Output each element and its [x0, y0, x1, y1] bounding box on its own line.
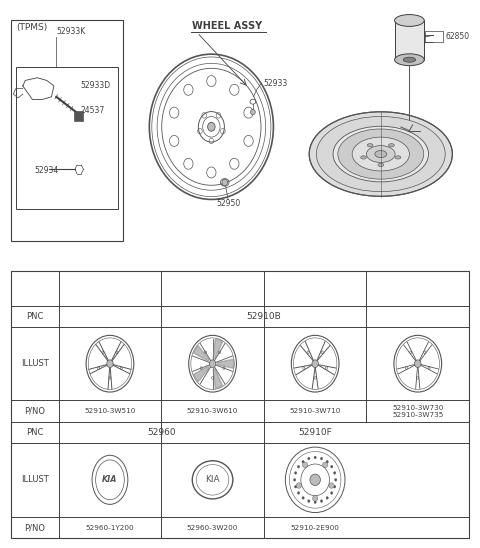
- Text: P/NO: P/NO: [24, 523, 45, 532]
- Text: 52910-3W510: 52910-3W510: [84, 408, 136, 414]
- Polygon shape: [213, 369, 223, 389]
- Ellipse shape: [331, 465, 333, 468]
- Ellipse shape: [316, 116, 445, 192]
- Ellipse shape: [302, 496, 304, 499]
- Text: 52910-3W730
52910-3W735: 52910-3W730 52910-3W735: [392, 404, 444, 418]
- Ellipse shape: [366, 146, 395, 163]
- Ellipse shape: [312, 360, 318, 368]
- Text: 52960-1Y200: 52960-1Y200: [85, 524, 134, 530]
- Polygon shape: [193, 366, 209, 382]
- Ellipse shape: [302, 462, 308, 467]
- Ellipse shape: [209, 360, 216, 368]
- Ellipse shape: [320, 500, 323, 503]
- Text: 52910B: 52910B: [247, 312, 281, 321]
- Ellipse shape: [395, 156, 401, 159]
- Text: 52934: 52934: [35, 166, 59, 175]
- FancyBboxPatch shape: [11, 271, 469, 539]
- Text: PNC: PNC: [26, 312, 44, 321]
- Ellipse shape: [334, 486, 336, 488]
- Ellipse shape: [314, 456, 316, 459]
- Ellipse shape: [294, 486, 297, 488]
- Ellipse shape: [360, 156, 366, 159]
- Text: P/NO: P/NO: [24, 407, 45, 416]
- FancyBboxPatch shape: [11, 20, 123, 241]
- Ellipse shape: [395, 15, 424, 26]
- Text: 52910-3W610: 52910-3W610: [187, 408, 238, 414]
- Ellipse shape: [403, 57, 416, 62]
- Ellipse shape: [308, 457, 310, 460]
- Ellipse shape: [335, 478, 337, 481]
- Ellipse shape: [312, 495, 318, 501]
- Ellipse shape: [395, 54, 424, 66]
- Ellipse shape: [107, 360, 113, 368]
- Ellipse shape: [294, 471, 297, 474]
- Ellipse shape: [399, 124, 420, 136]
- Text: KIA: KIA: [205, 475, 220, 484]
- Ellipse shape: [331, 492, 333, 494]
- Text: 62850: 62850: [445, 32, 469, 41]
- Text: 52933D: 52933D: [80, 82, 110, 90]
- Polygon shape: [193, 346, 209, 361]
- Ellipse shape: [329, 483, 334, 488]
- FancyBboxPatch shape: [395, 20, 424, 60]
- Ellipse shape: [326, 496, 328, 499]
- Ellipse shape: [338, 129, 424, 179]
- Polygon shape: [217, 359, 234, 368]
- Ellipse shape: [298, 492, 300, 494]
- Ellipse shape: [296, 483, 301, 488]
- FancyBboxPatch shape: [16, 67, 118, 209]
- Ellipse shape: [293, 478, 296, 481]
- Ellipse shape: [309, 112, 452, 196]
- Ellipse shape: [352, 137, 409, 171]
- Ellipse shape: [367, 144, 373, 147]
- Ellipse shape: [378, 163, 384, 167]
- Ellipse shape: [320, 457, 323, 460]
- Text: 52933K: 52933K: [56, 27, 85, 36]
- Ellipse shape: [310, 474, 321, 486]
- Text: WHEEL ASSY: WHEEL ASSY: [192, 21, 263, 31]
- Circle shape: [251, 110, 255, 115]
- Ellipse shape: [334, 471, 336, 474]
- Polygon shape: [213, 339, 223, 359]
- Text: 52910F: 52910F: [298, 428, 332, 437]
- Ellipse shape: [298, 465, 300, 468]
- Text: 52910-3W710: 52910-3W710: [289, 408, 341, 414]
- Ellipse shape: [389, 144, 394, 147]
- Ellipse shape: [323, 462, 328, 467]
- FancyBboxPatch shape: [74, 111, 83, 121]
- Text: 52910-2E900: 52910-2E900: [291, 524, 340, 530]
- Text: (TPMS): (TPMS): [17, 23, 48, 32]
- Ellipse shape: [208, 122, 215, 131]
- Text: 52933: 52933: [263, 79, 287, 88]
- Text: 52960: 52960: [147, 428, 176, 437]
- Text: 52950: 52950: [216, 199, 240, 208]
- Ellipse shape: [333, 126, 429, 182]
- Circle shape: [222, 179, 228, 186]
- Text: ILLUST: ILLUST: [21, 475, 48, 484]
- Text: 52960-3W200: 52960-3W200: [187, 524, 238, 530]
- Ellipse shape: [308, 500, 310, 503]
- Text: ILLUST: ILLUST: [21, 359, 48, 368]
- Ellipse shape: [314, 501, 316, 504]
- Ellipse shape: [415, 360, 421, 368]
- Text: 24537: 24537: [80, 106, 104, 115]
- Ellipse shape: [375, 151, 387, 158]
- Ellipse shape: [302, 460, 304, 463]
- Ellipse shape: [326, 460, 328, 463]
- Text: KIA: KIA: [102, 475, 118, 484]
- Text: PNC: PNC: [26, 428, 44, 437]
